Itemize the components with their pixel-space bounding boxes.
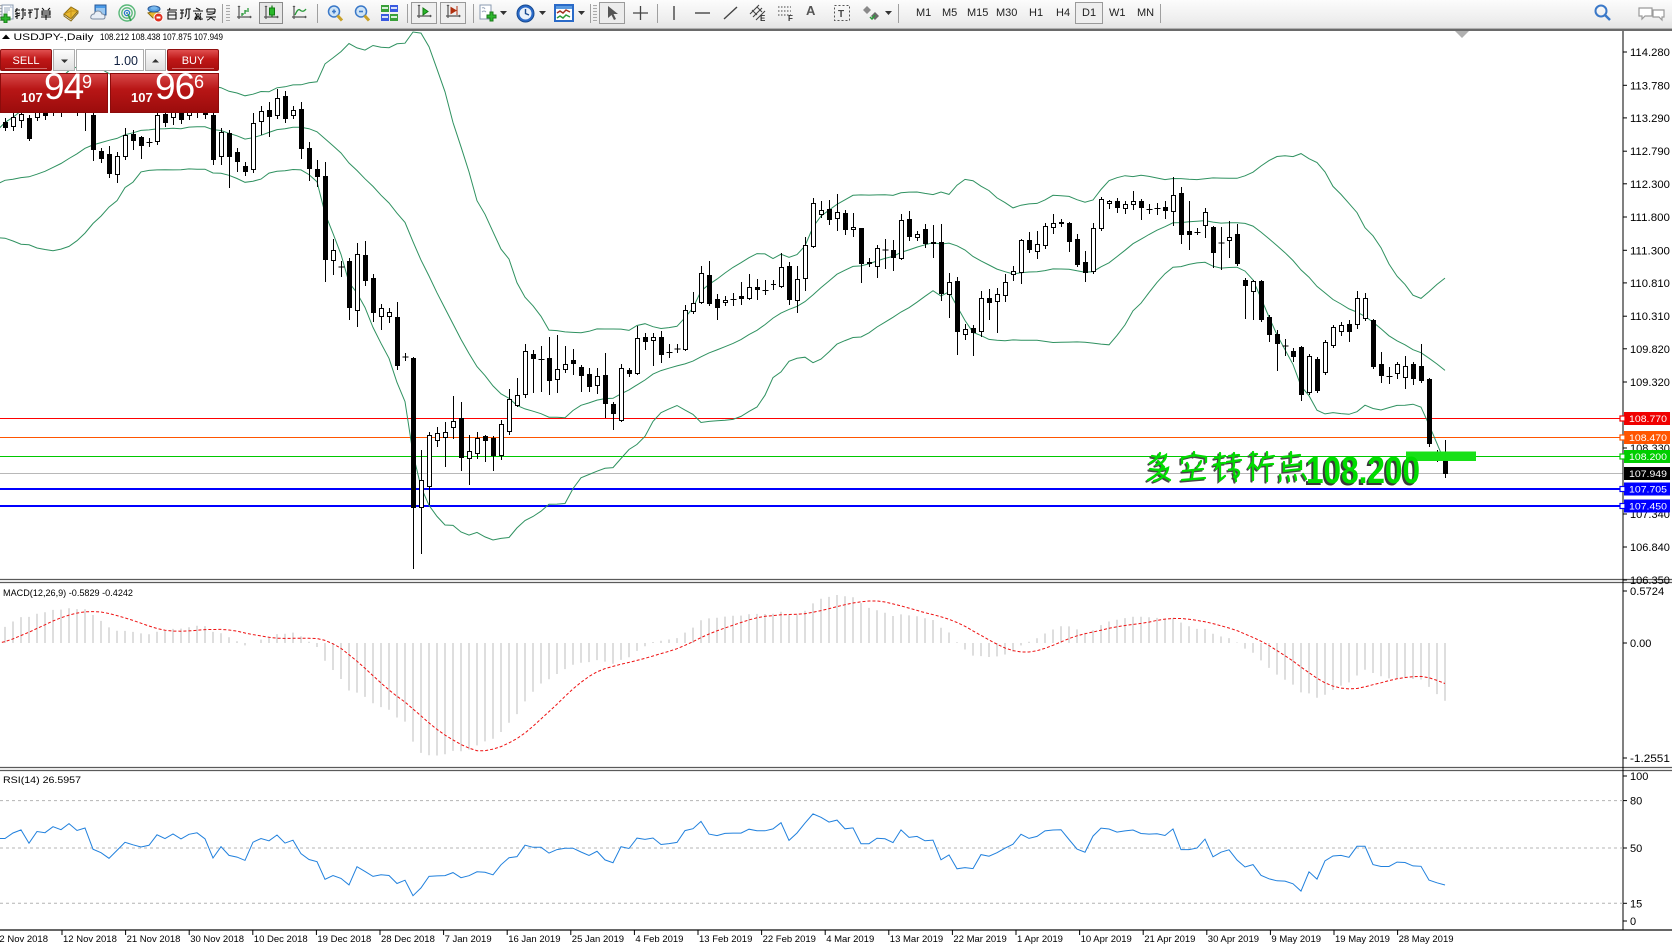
svg-text:30 Nov 2018: 30 Nov 2018 (190, 934, 244, 945)
svg-text:E: E (760, 14, 766, 23)
svg-text:108.212 108.438 107.875 107.94: 108.212 108.438 107.875 107.949 (100, 32, 223, 43)
svg-text:30 Apr 2019: 30 Apr 2019 (1208, 934, 1259, 945)
svg-text:USDJPY-,Daily: USDJPY-,Daily (14, 32, 94, 43)
svg-text:-1.2551: -1.2551 (1630, 753, 1670, 765)
svg-text:108.200: 108.200 (1306, 450, 1420, 492)
svg-text:109.320: 109.320 (1630, 377, 1670, 389)
svg-text:110.310: 110.310 (1630, 311, 1670, 323)
svg-text:109.820: 109.820 (1630, 344, 1670, 356)
svg-text:50: 50 (1630, 843, 1642, 855)
svg-text:15: 15 (1630, 898, 1642, 910)
svg-text:28 May 2019: 28 May 2019 (1399, 934, 1454, 945)
svg-text:113.290: 113.290 (1630, 113, 1670, 125)
svg-text:10 Dec 2018: 10 Dec 2018 (254, 934, 308, 945)
svg-text:108.200: 108.200 (1304, 452, 1418, 494)
svg-text:RSI(14) 26.5957: RSI(14) 26.5957 (3, 775, 81, 786)
svg-text:0.5724: 0.5724 (1630, 586, 1664, 598)
svg-text:19 Dec 2018: 19 Dec 2018 (317, 934, 371, 945)
svg-text:108.200: 108.200 (1629, 452, 1667, 463)
svg-text:25 Jan 2019: 25 Jan 2019 (572, 934, 624, 945)
svg-text:112.790: 112.790 (1630, 146, 1670, 158)
svg-text:106.840: 106.840 (1630, 542, 1670, 554)
svg-text:4 Feb 2019: 4 Feb 2019 (635, 934, 683, 945)
svg-text:111.300: 111.300 (1630, 245, 1670, 257)
svg-text:F: F (788, 14, 793, 23)
svg-text:22 Feb 2019: 22 Feb 2019 (763, 934, 816, 945)
svg-text:107.705: 107.705 (1629, 485, 1667, 496)
svg-text:107.450: 107.450 (1629, 502, 1667, 513)
svg-text:16 Jan 2019: 16 Jan 2019 (508, 934, 560, 945)
svg-text:MACD(12,26,9) -0.5829 -0.4242: MACD(12,26,9) -0.5829 -0.4242 (3, 588, 133, 599)
svg-text:10 Apr 2019: 10 Apr 2019 (1081, 934, 1132, 945)
svg-text:7 Jan 2019: 7 Jan 2019 (445, 934, 492, 945)
svg-text:22 Mar 2019: 22 Mar 2019 (953, 934, 1006, 945)
svg-text:110.810: 110.810 (1630, 278, 1670, 290)
svg-text:12 Nov 2018: 12 Nov 2018 (63, 934, 117, 945)
svg-text:100: 100 (1630, 771, 1648, 783)
svg-text:1 Apr 2019: 1 Apr 2019 (1017, 934, 1063, 945)
svg-text:114.280: 114.280 (1630, 47, 1670, 59)
svg-text:108.770: 108.770 (1629, 414, 1667, 425)
svg-text:107.949: 107.949 (1629, 469, 1667, 480)
svg-text:4 Mar 2019: 4 Mar 2019 (826, 934, 874, 945)
svg-text:2 Nov 2018: 2 Nov 2018 (0, 934, 48, 945)
svg-text:0.00: 0.00 (1630, 638, 1651, 650)
svg-text:13 Mar 2019: 13 Mar 2019 (890, 934, 943, 945)
svg-text:80: 80 (1630, 796, 1642, 808)
svg-text:9 May 2019: 9 May 2019 (1271, 934, 1321, 945)
svg-text:19 May 2019: 19 May 2019 (1335, 934, 1390, 945)
svg-text:113.780: 113.780 (1630, 80, 1670, 92)
svg-text:21 Apr 2019: 21 Apr 2019 (1144, 934, 1195, 945)
svg-text:13 Feb 2019: 13 Feb 2019 (699, 934, 752, 945)
svg-text:28 Dec 2018: 28 Dec 2018 (381, 934, 435, 945)
svg-text:21 Nov 2018: 21 Nov 2018 (127, 934, 181, 945)
svg-text:112.300: 112.300 (1630, 179, 1670, 191)
svg-text:T: T (838, 9, 844, 20)
svg-text:0: 0 (1630, 916, 1636, 928)
svg-text:108.470: 108.470 (1629, 433, 1667, 444)
svg-text:106.350: 106.350 (1630, 575, 1670, 587)
svg-text:111.800: 111.800 (1630, 212, 1670, 224)
